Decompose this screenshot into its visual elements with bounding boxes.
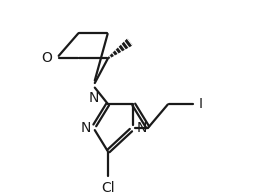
Text: N: N: [88, 91, 99, 105]
Text: N: N: [136, 121, 147, 135]
Text: N: N: [80, 121, 91, 135]
Text: Cl: Cl: [101, 181, 115, 195]
Polygon shape: [108, 39, 132, 59]
Text: I: I: [198, 97, 202, 111]
Text: O: O: [41, 51, 52, 65]
